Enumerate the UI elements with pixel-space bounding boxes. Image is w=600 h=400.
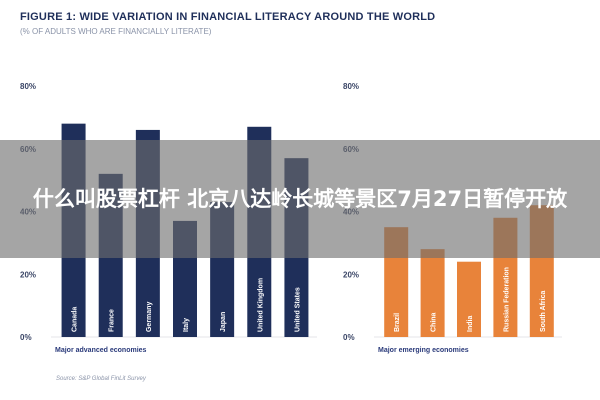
figure-title: FIGURE 1: WIDE VARIATION IN FINANCIAL LI… bbox=[20, 11, 436, 23]
category-label: Brazil bbox=[394, 313, 401, 332]
group-label: Major emerging economies bbox=[378, 347, 469, 354]
category-label: United States bbox=[294, 287, 301, 332]
group-label: Major advanced economies bbox=[55, 347, 147, 354]
bar-india bbox=[457, 261, 481, 337]
category-label: United Kingdom bbox=[257, 278, 264, 332]
headline-overlay[interactable]: 什么叫股票杠杆 北京八达岭长城等景区7月27日暂停开放 bbox=[0, 140, 600, 258]
category-label: India bbox=[467, 316, 474, 332]
headline-text[interactable]: 什么叫股票杠杆 北京八达岭长城等景区7月27日暂停开放 bbox=[32, 187, 568, 211]
figure-subtitle: (% OF ADULTS WHO ARE FINANCIALLY LITERAT… bbox=[20, 27, 212, 36]
category-label: Italy bbox=[183, 318, 190, 332]
category-label: Japan bbox=[220, 312, 227, 332]
y-tick-label: 20% bbox=[20, 270, 36, 279]
y-tick-label: 80% bbox=[343, 82, 359, 91]
category-label: South Africa bbox=[540, 291, 547, 332]
y-tick-label: 0% bbox=[20, 333, 32, 342]
y-tick-label: 20% bbox=[343, 270, 359, 279]
y-tick-label: 80% bbox=[20, 82, 36, 91]
category-label: Russian Federation bbox=[503, 267, 510, 332]
category-label: China bbox=[431, 312, 438, 332]
source-note: Source: S&P Global FinLit Survey bbox=[56, 376, 146, 382]
category-label: Canada bbox=[72, 307, 79, 332]
category-label: Germany bbox=[146, 302, 153, 332]
bar-china bbox=[420, 249, 445, 337]
category-label: France bbox=[109, 309, 116, 332]
y-tick-label: 0% bbox=[343, 333, 355, 342]
